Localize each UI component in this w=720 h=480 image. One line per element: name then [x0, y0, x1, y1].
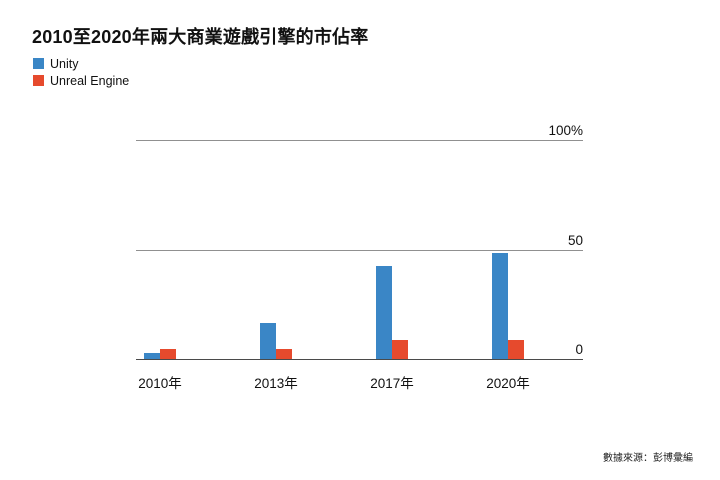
bar-unity-2017年 [376, 265, 392, 360]
bar-unity-2010年 [144, 353, 160, 360]
legend-label-unity: Unity [50, 56, 79, 71]
x-tick-label-2017年: 2017年 [370, 376, 414, 391]
y-tick-label-50: 50 [567, 232, 583, 248]
legend-label-unreal-engine: Unreal Engine [50, 73, 130, 88]
bar-unity-2020年 [492, 252, 508, 360]
unreal-engine-color-swatch [33, 75, 44, 86]
legend-item-unreal-engine: Unreal Engine [33, 73, 129, 88]
x-tick-label-2010年: 2010年 [138, 376, 182, 391]
bar-group-2020年 [492, 141, 524, 360]
chart-title: 2010至2020年兩大商業遊戲引擎的市佔率 [32, 27, 369, 47]
legend-item-unity: Unity [33, 56, 129, 71]
gridline-50 [136, 249, 583, 251]
bar-group-2010年 [144, 141, 176, 360]
bar-unreal-engine-2017年 [392, 340, 408, 360]
y-tick-label-100: 100% [548, 123, 583, 138]
bar-unity-2013年 [260, 322, 276, 360]
bar-unreal-engine-2010年 [160, 349, 176, 360]
data-source-note: 數據來源：彭博彙編 [603, 453, 693, 464]
bar-group-2017年 [376, 141, 408, 360]
bar-group-2013年 [260, 141, 292, 360]
bar-unreal-engine-2013年 [276, 349, 292, 360]
x-axis-line [136, 359, 583, 360]
y-tick-label-0: 0 [575, 342, 583, 357]
legend: Unity Unreal Engine [33, 56, 129, 88]
plot-area: 100% 50 0 2010年 2013年 2017年 2020年 [136, 123, 583, 391]
x-tick-label-2013年: 2013年 [254, 376, 298, 391]
unity-color-swatch [33, 58, 44, 69]
x-tick-label-2020年: 2020年 [486, 376, 530, 391]
gridline-100 [136, 140, 583, 141]
bar-unreal-engine-2020年 [508, 340, 524, 360]
